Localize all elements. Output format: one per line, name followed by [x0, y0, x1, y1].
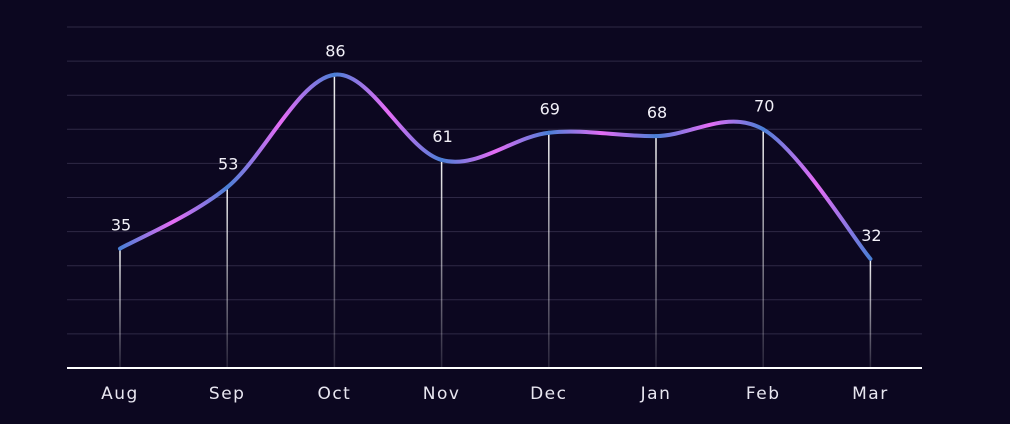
series-line-segment: [332, 72, 444, 162]
drop-line: [548, 132, 550, 368]
x-tick-label: Aug: [101, 384, 139, 404]
data-label: 86: [325, 42, 345, 61]
x-tick-labels: Aug Sep Oct Nov Dec Jan Feb Mar: [101, 384, 889, 404]
data-label: 35: [111, 216, 131, 235]
x-tick-label: Feb: [746, 384, 781, 404]
drop-line: [440, 159, 443, 368]
x-tick-label: Mar: [852, 384, 889, 404]
series-line-segment: [546, 129, 658, 139]
drop-line: [655, 136, 657, 368]
drop-line: [333, 74, 336, 369]
gridlines: [67, 26, 922, 335]
x-tick-label: Dec: [530, 384, 567, 404]
drop-line: [226, 187, 228, 368]
x-tick-label: Oct: [317, 384, 351, 404]
data-label: 70: [754, 96, 774, 115]
drop-line: [119, 248, 121, 368]
data-label: 68: [647, 103, 667, 122]
x-tick-label: Nov: [423, 384, 461, 404]
series-line-segment: [225, 72, 337, 190]
series-line: [118, 72, 873, 261]
x-tick-label: Jan: [640, 384, 672, 404]
data-label: 32: [861, 226, 881, 245]
series-line-segment: [761, 127, 873, 261]
drop-lines: [119, 74, 872, 369]
series-line-segment: [118, 185, 230, 251]
data-label: 61: [432, 127, 452, 146]
data-labels: 35 53 86 61 69 68 70 32: [111, 42, 882, 245]
series-line-segment: [654, 119, 766, 139]
data-label: 53: [218, 154, 238, 173]
drop-line: [762, 129, 764, 368]
data-label: 69: [540, 100, 560, 119]
x-tick-label: Sep: [209, 384, 246, 404]
series-line-segment: [439, 130, 551, 164]
drop-line: [869, 258, 872, 368]
